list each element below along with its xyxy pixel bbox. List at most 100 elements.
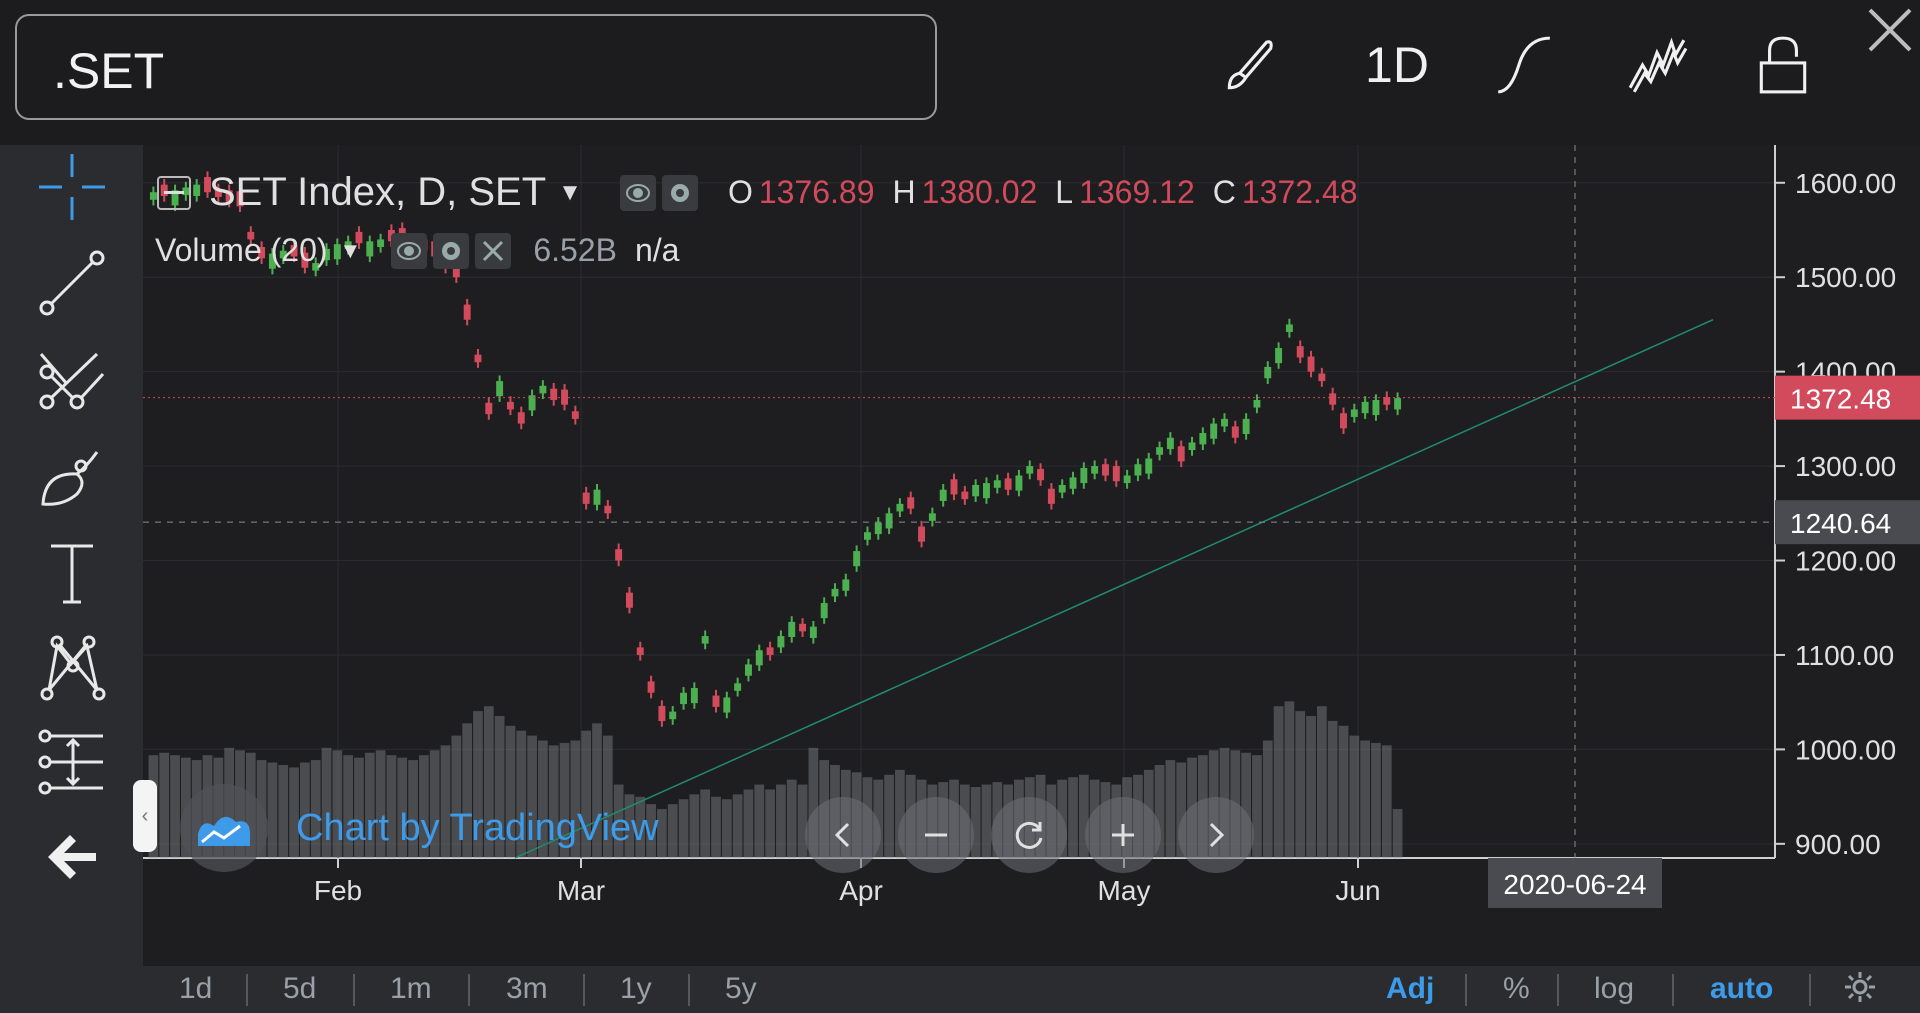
volume-bar [1165, 760, 1176, 858]
trend-line-icon[interactable] [30, 241, 114, 325]
percent-toggle[interactable]: % [1503, 972, 1530, 1005]
scroll-right-button[interactable] [1178, 797, 1254, 873]
toolbar-collapse-handle[interactable]: ‹ [133, 780, 157, 852]
brush-icon[interactable] [1218, 30, 1282, 100]
high-label: H [892, 174, 916, 210]
candle-body [1134, 464, 1142, 476]
volume-eye-icon[interactable] [391, 232, 428, 269]
volume-bar [732, 794, 743, 858]
zoom-out-button[interactable] [898, 797, 974, 873]
candle-body [279, 250, 287, 259]
volume-bar [462, 723, 473, 858]
range-3m[interactable]: 3m [506, 972, 548, 1005]
brush-tool-icon[interactable] [30, 435, 114, 519]
volume-bar [397, 757, 408, 858]
candle-body [1253, 399, 1261, 408]
candle-body [1058, 484, 1066, 493]
candle-body [1166, 437, 1174, 450]
volume-bar [440, 745, 451, 858]
eye-icon[interactable] [619, 174, 656, 211]
candle-body [377, 239, 385, 247]
volume-title[interactable]: Volume (20) [155, 232, 328, 268]
pitchfork-icon[interactable] [30, 337, 114, 421]
candle-body [193, 184, 201, 196]
settings-gear-icon[interactable] [661, 174, 698, 211]
volume-bar [1262, 740, 1273, 858]
pattern-icon[interactable] [30, 625, 114, 709]
candle-body [874, 522, 882, 535]
top-toolbar: .SET 1D [0, 0, 1920, 145]
close-icon[interactable] [1864, 4, 1916, 56]
volume-bar [581, 730, 592, 858]
candle-body [1080, 467, 1088, 484]
y-tick-label: 1500.00 [1795, 262, 1896, 293]
series-dropdown-icon[interactable]: ▼ [558, 178, 582, 206]
volume-bar [635, 796, 646, 858]
range-5y[interactable]: 5y [725, 972, 757, 1005]
range-1m[interactable]: 1m [390, 972, 432, 1005]
measure-icon[interactable] [30, 721, 114, 805]
candle-body [312, 263, 320, 271]
candle-body [615, 549, 623, 561]
zoom-in-button[interactable] [1085, 797, 1161, 873]
candle-body [799, 623, 807, 632]
volume-bar [765, 789, 775, 858]
settings-gear-icon[interactable] [1843, 970, 1877, 1012]
volume-bar [343, 755, 354, 858]
volume-bar [689, 794, 700, 858]
crosshair-icon[interactable] [30, 145, 114, 229]
auto-scale-toggle[interactable]: auto [1710, 972, 1774, 1005]
scroll-left-button[interactable] [805, 797, 881, 873]
collapse-legend-icon[interactable] [157, 175, 191, 210]
volume-bar [451, 735, 462, 858]
volume-remove-icon[interactable] [475, 232, 512, 269]
candle-body [571, 411, 579, 419]
divider [1672, 974, 1674, 1006]
candle-body [1015, 475, 1023, 491]
candle-body [669, 711, 677, 720]
candle-body [853, 551, 861, 567]
indicators-icon[interactable] [1624, 30, 1690, 100]
volume-bar [473, 711, 483, 858]
log-toggle[interactable]: log [1594, 972, 1635, 1005]
candle-body [1069, 477, 1077, 489]
volume-bar [267, 762, 278, 858]
range-1y[interactable]: 1y [620, 972, 652, 1005]
candle-body [993, 480, 1001, 488]
volume-bar [1295, 711, 1306, 858]
text-icon[interactable] [30, 531, 114, 615]
volume-bar [646, 804, 656, 858]
symbol-search-input[interactable]: .SET [15, 14, 937, 120]
open-label: O [727, 174, 753, 210]
volume-dropdown-icon[interactable]: ▼ [339, 237, 362, 263]
lock-icon[interactable] [1755, 30, 1811, 100]
volume-gear-icon[interactable] [433, 232, 470, 269]
back-arrow-icon[interactable] [30, 815, 114, 899]
x-tick-label: Mar [557, 875, 605, 906]
range-5d[interactable]: 5d [283, 972, 317, 1005]
series-title[interactable]: SET Index, D, SET [209, 170, 547, 214]
curve-icon[interactable] [1490, 30, 1556, 100]
reset-chart-button[interactable] [991, 797, 1067, 873]
volume-bar [754, 784, 765, 858]
volume-bar [527, 735, 537, 858]
range-1d[interactable]: 1d [179, 972, 213, 1005]
candle-body [1361, 401, 1369, 414]
volume-bar [538, 740, 548, 858]
crosshair-price-badge [1775, 500, 1920, 545]
interval-button[interactable]: 1D [1365, 37, 1429, 93]
volume-bar [321, 747, 332, 858]
candle-body [366, 241, 374, 257]
tradingview-watermark[interactable]: Chart by TradingView [180, 784, 659, 872]
candle-body [636, 647, 644, 655]
candle-body [1221, 418, 1228, 427]
volume-bar [408, 760, 418, 858]
candle-body [225, 190, 233, 202]
drawing-toolbar [0, 145, 143, 1013]
volume-bar [278, 764, 289, 858]
volume-ma-value: n/a [634, 232, 680, 268]
adjust-toggle[interactable]: Adj [1386, 972, 1435, 1005]
candle-body [625, 592, 633, 608]
candle-body [961, 491, 969, 500]
volume-bar [797, 784, 808, 858]
